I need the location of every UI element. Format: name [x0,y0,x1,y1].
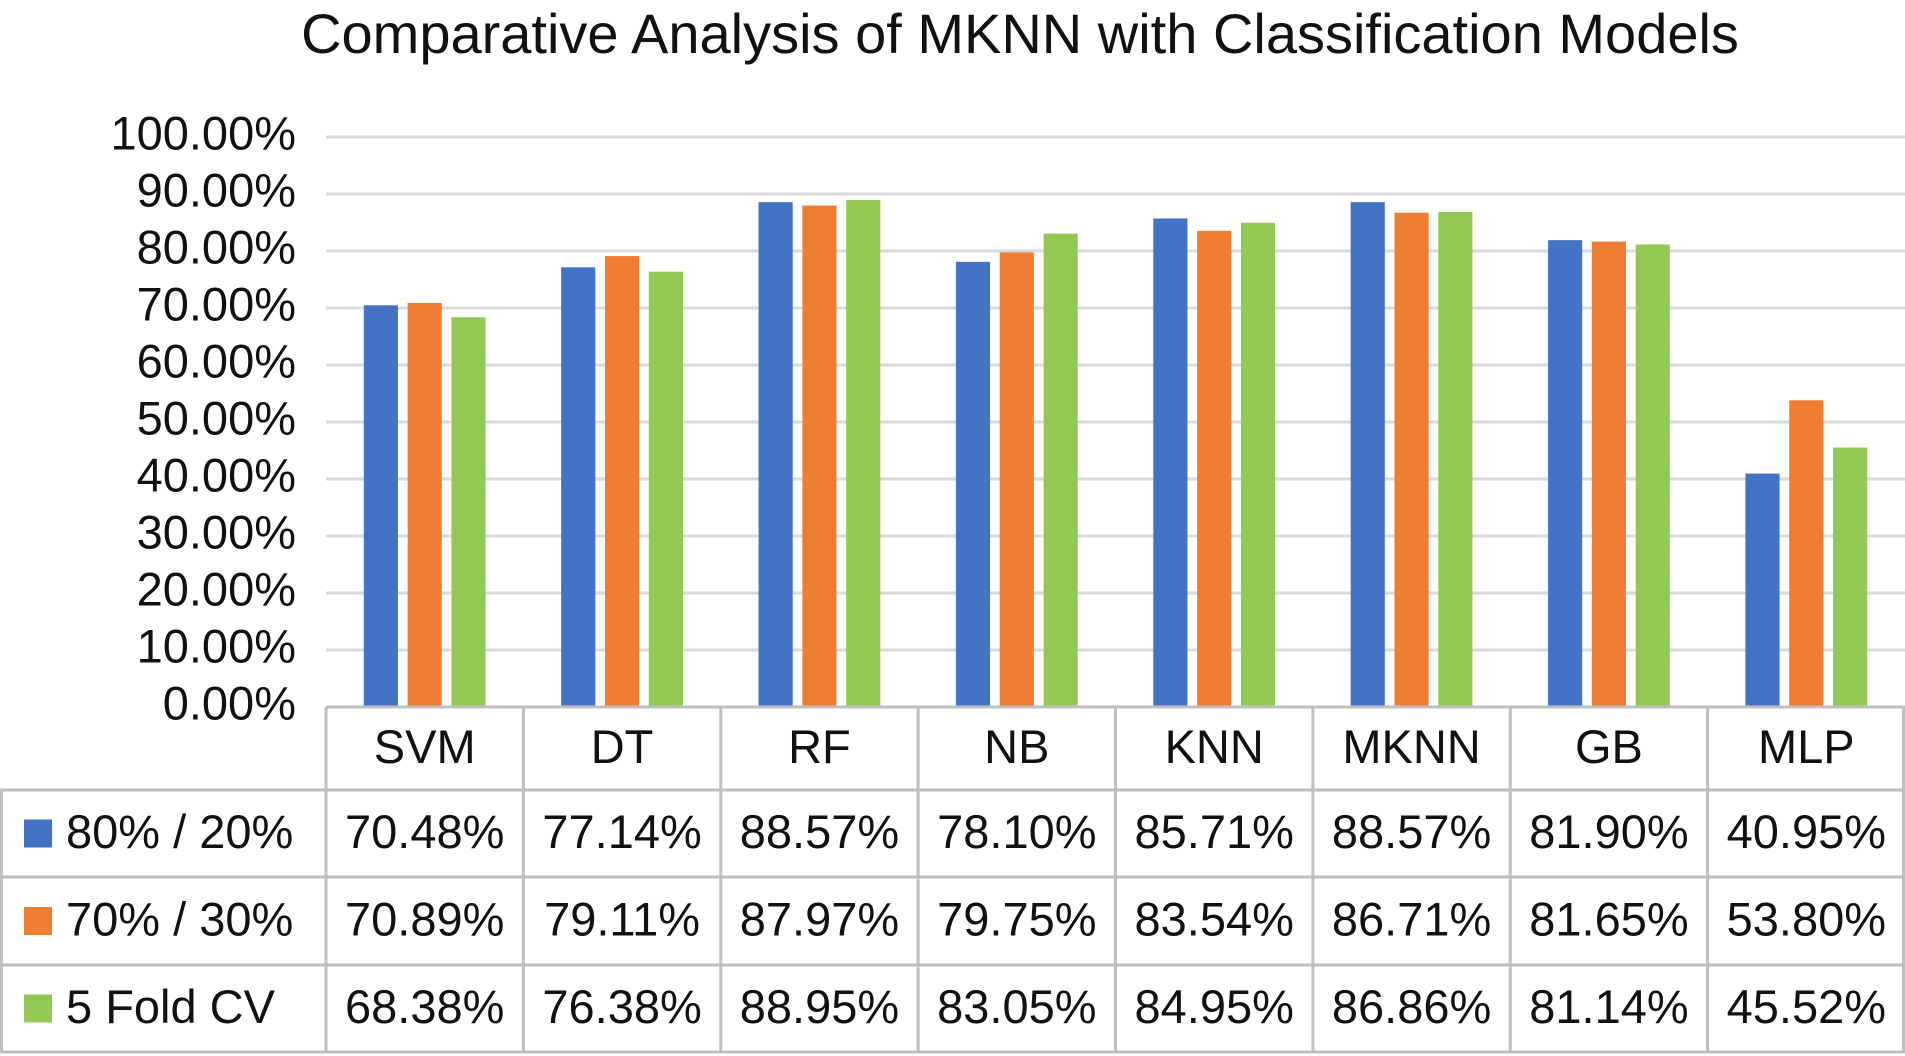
bar [604,256,640,707]
table-value: 53.80% [1727,892,1886,945]
x-tick-label: MLP [1758,720,1855,773]
table-value: 88.57% [1332,805,1491,858]
legend-label: 70% / 30% [66,892,293,945]
table-value: 68.38% [345,980,504,1033]
x-tick-label: MKNN [1342,720,1480,773]
y-tick-label: 100.00% [110,106,296,159]
legend-label: 80% / 20% [66,805,293,858]
y-tick-label: 20.00% [137,562,296,615]
bar [1745,473,1780,707]
table-value: 79.11% [544,892,700,945]
bar [1591,241,1627,707]
bar [1394,212,1429,708]
table-value: 81.65% [1529,892,1688,945]
table-value: 70.48% [345,805,504,858]
table-value: 88.57% [740,805,899,858]
table-value: 40.95% [1727,805,1886,858]
table-value: 87.97% [740,892,899,945]
table-value: 81.90% [1529,805,1688,858]
y-tick-label: 40.00% [137,448,296,501]
bar [363,305,398,707]
table-value: 88.95% [740,980,899,1033]
bar [1240,222,1276,707]
x-tick-label: GB [1575,720,1643,773]
x-tick-label: SVM [374,720,476,773]
bar [1789,400,1824,707]
x-tick-label: KNN [1165,720,1264,773]
y-tick-label: 0.00% [163,676,296,729]
table-value: 83.05% [937,980,1096,1033]
bar [802,205,837,708]
y-tick-label: 80.00% [137,220,296,273]
y-tick-label: 70.00% [137,277,296,330]
table-value: 45.52% [1727,980,1886,1033]
legend-swatch [24,907,52,935]
bar [846,199,881,708]
bar [1635,244,1670,707]
y-tick-label: 10.00% [137,619,296,672]
y-tick-label: 90.00% [137,163,296,216]
table-value: 85.71% [1134,805,1293,858]
y-tick-label: 60.00% [137,334,296,387]
table-value: 86.86% [1332,980,1491,1033]
x-tick-label: NB [984,720,1049,773]
table-value: 83.54% [1134,892,1293,945]
bar [1043,233,1078,708]
bar [1833,447,1868,707]
legend-label: 5 Fold CV [66,980,276,1033]
legend-swatch [24,819,52,848]
bar [648,271,683,707]
table-value: 84.95% [1134,980,1293,1033]
y-tick-label: 30.00% [137,505,296,558]
bar [451,317,486,707]
bar [1197,230,1232,707]
x-tick-label: RF [788,720,851,773]
table-value: 78.10% [937,805,1096,858]
bar [955,261,991,707]
legend-swatch [24,994,52,1023]
bar [1153,218,1188,707]
table-value: 86.71% [1332,892,1491,945]
bar [1438,211,1473,707]
y-tick-label: 50.00% [137,391,296,444]
bar [999,252,1034,708]
bar [1350,202,1385,707]
x-tick-label: DT [591,720,654,773]
bar [407,302,442,707]
bar [1548,240,1583,708]
table-value: 79.75% [937,892,1096,945]
table-value: 77.14% [542,805,701,858]
chart-title: Comparative Analysis of MKNN with Classi… [301,2,1739,65]
bar [758,202,793,707]
table-value: 70.89% [345,892,504,945]
table-value: 81.14% [1529,980,1688,1033]
bar [561,267,596,707]
table-value: 76.38% [542,980,701,1033]
